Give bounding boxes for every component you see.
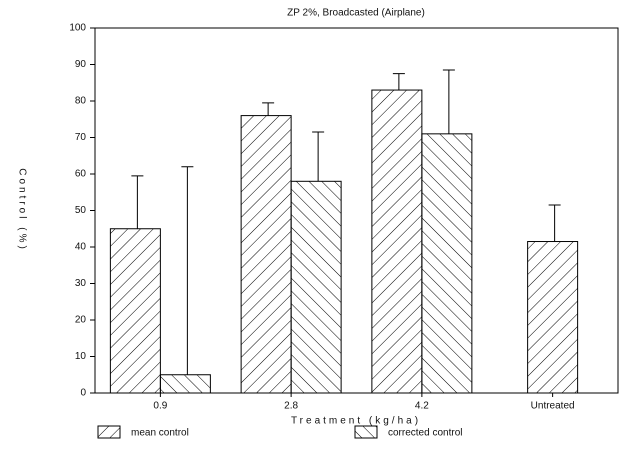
error-bar bbox=[181, 166, 194, 375]
y-tick-label: 70 bbox=[75, 132, 87, 143]
bar bbox=[290, 180, 342, 394]
y-tick-label: 20 bbox=[75, 315, 87, 326]
y-tick-label: 100 bbox=[69, 23, 86, 34]
error-bar bbox=[442, 69, 455, 134]
error-bar bbox=[392, 73, 405, 91]
error-bar bbox=[312, 131, 325, 182]
legend-label: corrected control bbox=[388, 428, 462, 439]
y-tick-label: 40 bbox=[75, 242, 87, 253]
bar bbox=[109, 228, 161, 394]
y-tick-label: 80 bbox=[75, 96, 87, 107]
chart-title: ZP 2%, Broadcasted (Airplane) bbox=[287, 8, 425, 19]
legend-swatch bbox=[97, 425, 121, 439]
x-tick-label: 4.2 bbox=[415, 401, 429, 412]
bar bbox=[421, 133, 473, 394]
bar bbox=[527, 241, 579, 394]
x-axis-label: Treatment (kg/ha) bbox=[291, 416, 421, 427]
y-axis-label: Control (%) bbox=[16, 168, 27, 252]
y-tick-label: 50 bbox=[75, 205, 87, 216]
legend-swatch bbox=[354, 425, 378, 439]
y-tick-label: 90 bbox=[75, 59, 87, 70]
bar bbox=[371, 89, 423, 394]
bar bbox=[240, 115, 292, 394]
error-bar bbox=[262, 102, 275, 116]
y-tick-label: 30 bbox=[75, 278, 87, 289]
y-tick-label: 60 bbox=[75, 169, 87, 180]
legend-label: mean control bbox=[131, 428, 189, 439]
y-tick-label: 0 bbox=[80, 388, 86, 399]
x-tick-label: Untreated bbox=[531, 401, 575, 412]
error-bar bbox=[131, 175, 144, 229]
error-bar bbox=[548, 204, 561, 242]
y-tick-label: 10 bbox=[75, 351, 87, 362]
bar bbox=[159, 374, 211, 394]
x-tick-label: 2.8 bbox=[284, 401, 298, 412]
x-tick-label: 0.9 bbox=[153, 401, 167, 412]
